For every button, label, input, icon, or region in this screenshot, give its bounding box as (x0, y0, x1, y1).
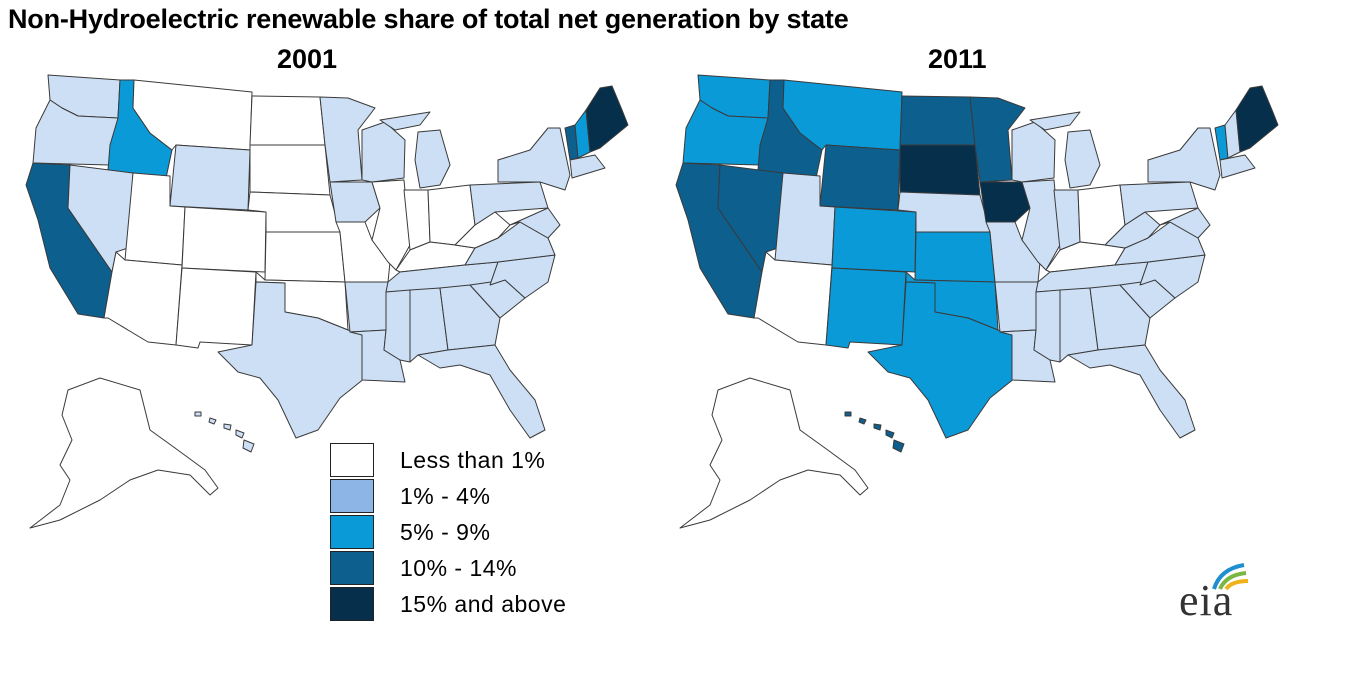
legend-label: 10% - 14% (400, 554, 518, 581)
eia-logo: eia (1170, 555, 1270, 635)
map-year-2011: 2011 (928, 44, 987, 74)
state-ar-2011 (994, 281, 1039, 333)
state-tx-2011 (867, 281, 1016, 439)
eia-logo-text: eia (1179, 576, 1234, 625)
legend-item: 15% and above (330, 586, 566, 622)
state-nm-2001 (175, 267, 257, 349)
state-az-2001 (103, 251, 183, 346)
legend-item: 1% - 4% (330, 478, 566, 514)
legend-swatch (330, 514, 374, 549)
state-ks-2011 (914, 231, 996, 283)
state-ga-2001 (439, 284, 501, 351)
legend-item: Less than 1% (330, 442, 566, 478)
state-nd-2001 (249, 95, 326, 146)
chart-title: Non-Hydroelectric renewable share of tot… (8, 4, 849, 34)
legend-swatch (330, 550, 374, 585)
legend: Less than 1% 1% - 4% 5% - 9% 10% - 14% 1… (330, 442, 566, 622)
state-sd-2011 (899, 144, 981, 196)
state-wy-2001 (169, 144, 251, 211)
state-mo-2001 (335, 221, 391, 283)
state-co-2001 (181, 206, 267, 273)
state-ia-2011 (979, 181, 1031, 223)
legend-label: 1% - 4% (400, 482, 491, 509)
state-ak-2001 (29, 377, 219, 529)
state-mn-2001 (319, 96, 376, 183)
state-ms-2001 (383, 289, 411, 363)
state-wi-2001 (361, 121, 406, 183)
legend-swatch (330, 586, 374, 621)
state-az-2011 (753, 251, 833, 346)
state-nd-2011 (899, 95, 976, 146)
state-fl-2001 (417, 344, 546, 439)
state-me-2001 (585, 85, 629, 153)
state-mi-2001 (379, 111, 451, 189)
state-mn-2011 (969, 96, 1026, 183)
state-md-2001 (509, 207, 561, 239)
state-fl-2011 (1067, 344, 1196, 439)
state-mi-2011 (1029, 111, 1101, 189)
state-wy-2011 (819, 144, 901, 211)
legend-item: 10% - 14% (330, 550, 566, 586)
state-ms-2011 (1033, 289, 1061, 363)
state-ny-2011 (1147, 127, 1221, 191)
state-tx-2001 (217, 281, 366, 439)
state-ny-2001 (497, 127, 571, 191)
eia-logo-arcs-icon (1212, 563, 1249, 591)
state-nm-2011 (825, 267, 907, 349)
state-co-2011 (831, 206, 917, 273)
state-hi-2001 (194, 411, 255, 453)
state-ia-2001 (329, 181, 381, 223)
map-2011 (675, 74, 1279, 529)
state-ar-2001 (344, 281, 389, 333)
legend-swatch (330, 442, 374, 477)
legend-label: Less than 1% (400, 446, 546, 473)
state-ma-2011 (1219, 154, 1256, 179)
state-hi-2011 (844, 411, 905, 453)
state-ak-2011 (679, 377, 869, 529)
state-mo-2011 (985, 221, 1041, 283)
state-wi-2011 (1011, 121, 1056, 183)
map-2001 (25, 74, 629, 529)
state-ks-2001 (264, 231, 346, 283)
state-me-2011 (1235, 85, 1279, 153)
legend-label: 15% and above (400, 590, 567, 617)
state-ga-2011 (1089, 284, 1151, 351)
state-md-2011 (1159, 207, 1211, 239)
legend-label: 5% - 9% (400, 518, 491, 545)
state-ma-2001 (569, 154, 606, 179)
state-sd-2001 (249, 144, 331, 196)
legend-swatch (330, 478, 374, 513)
map-year-2001: 2001 (277, 44, 338, 74)
legend-item: 5% - 9% (330, 514, 566, 550)
